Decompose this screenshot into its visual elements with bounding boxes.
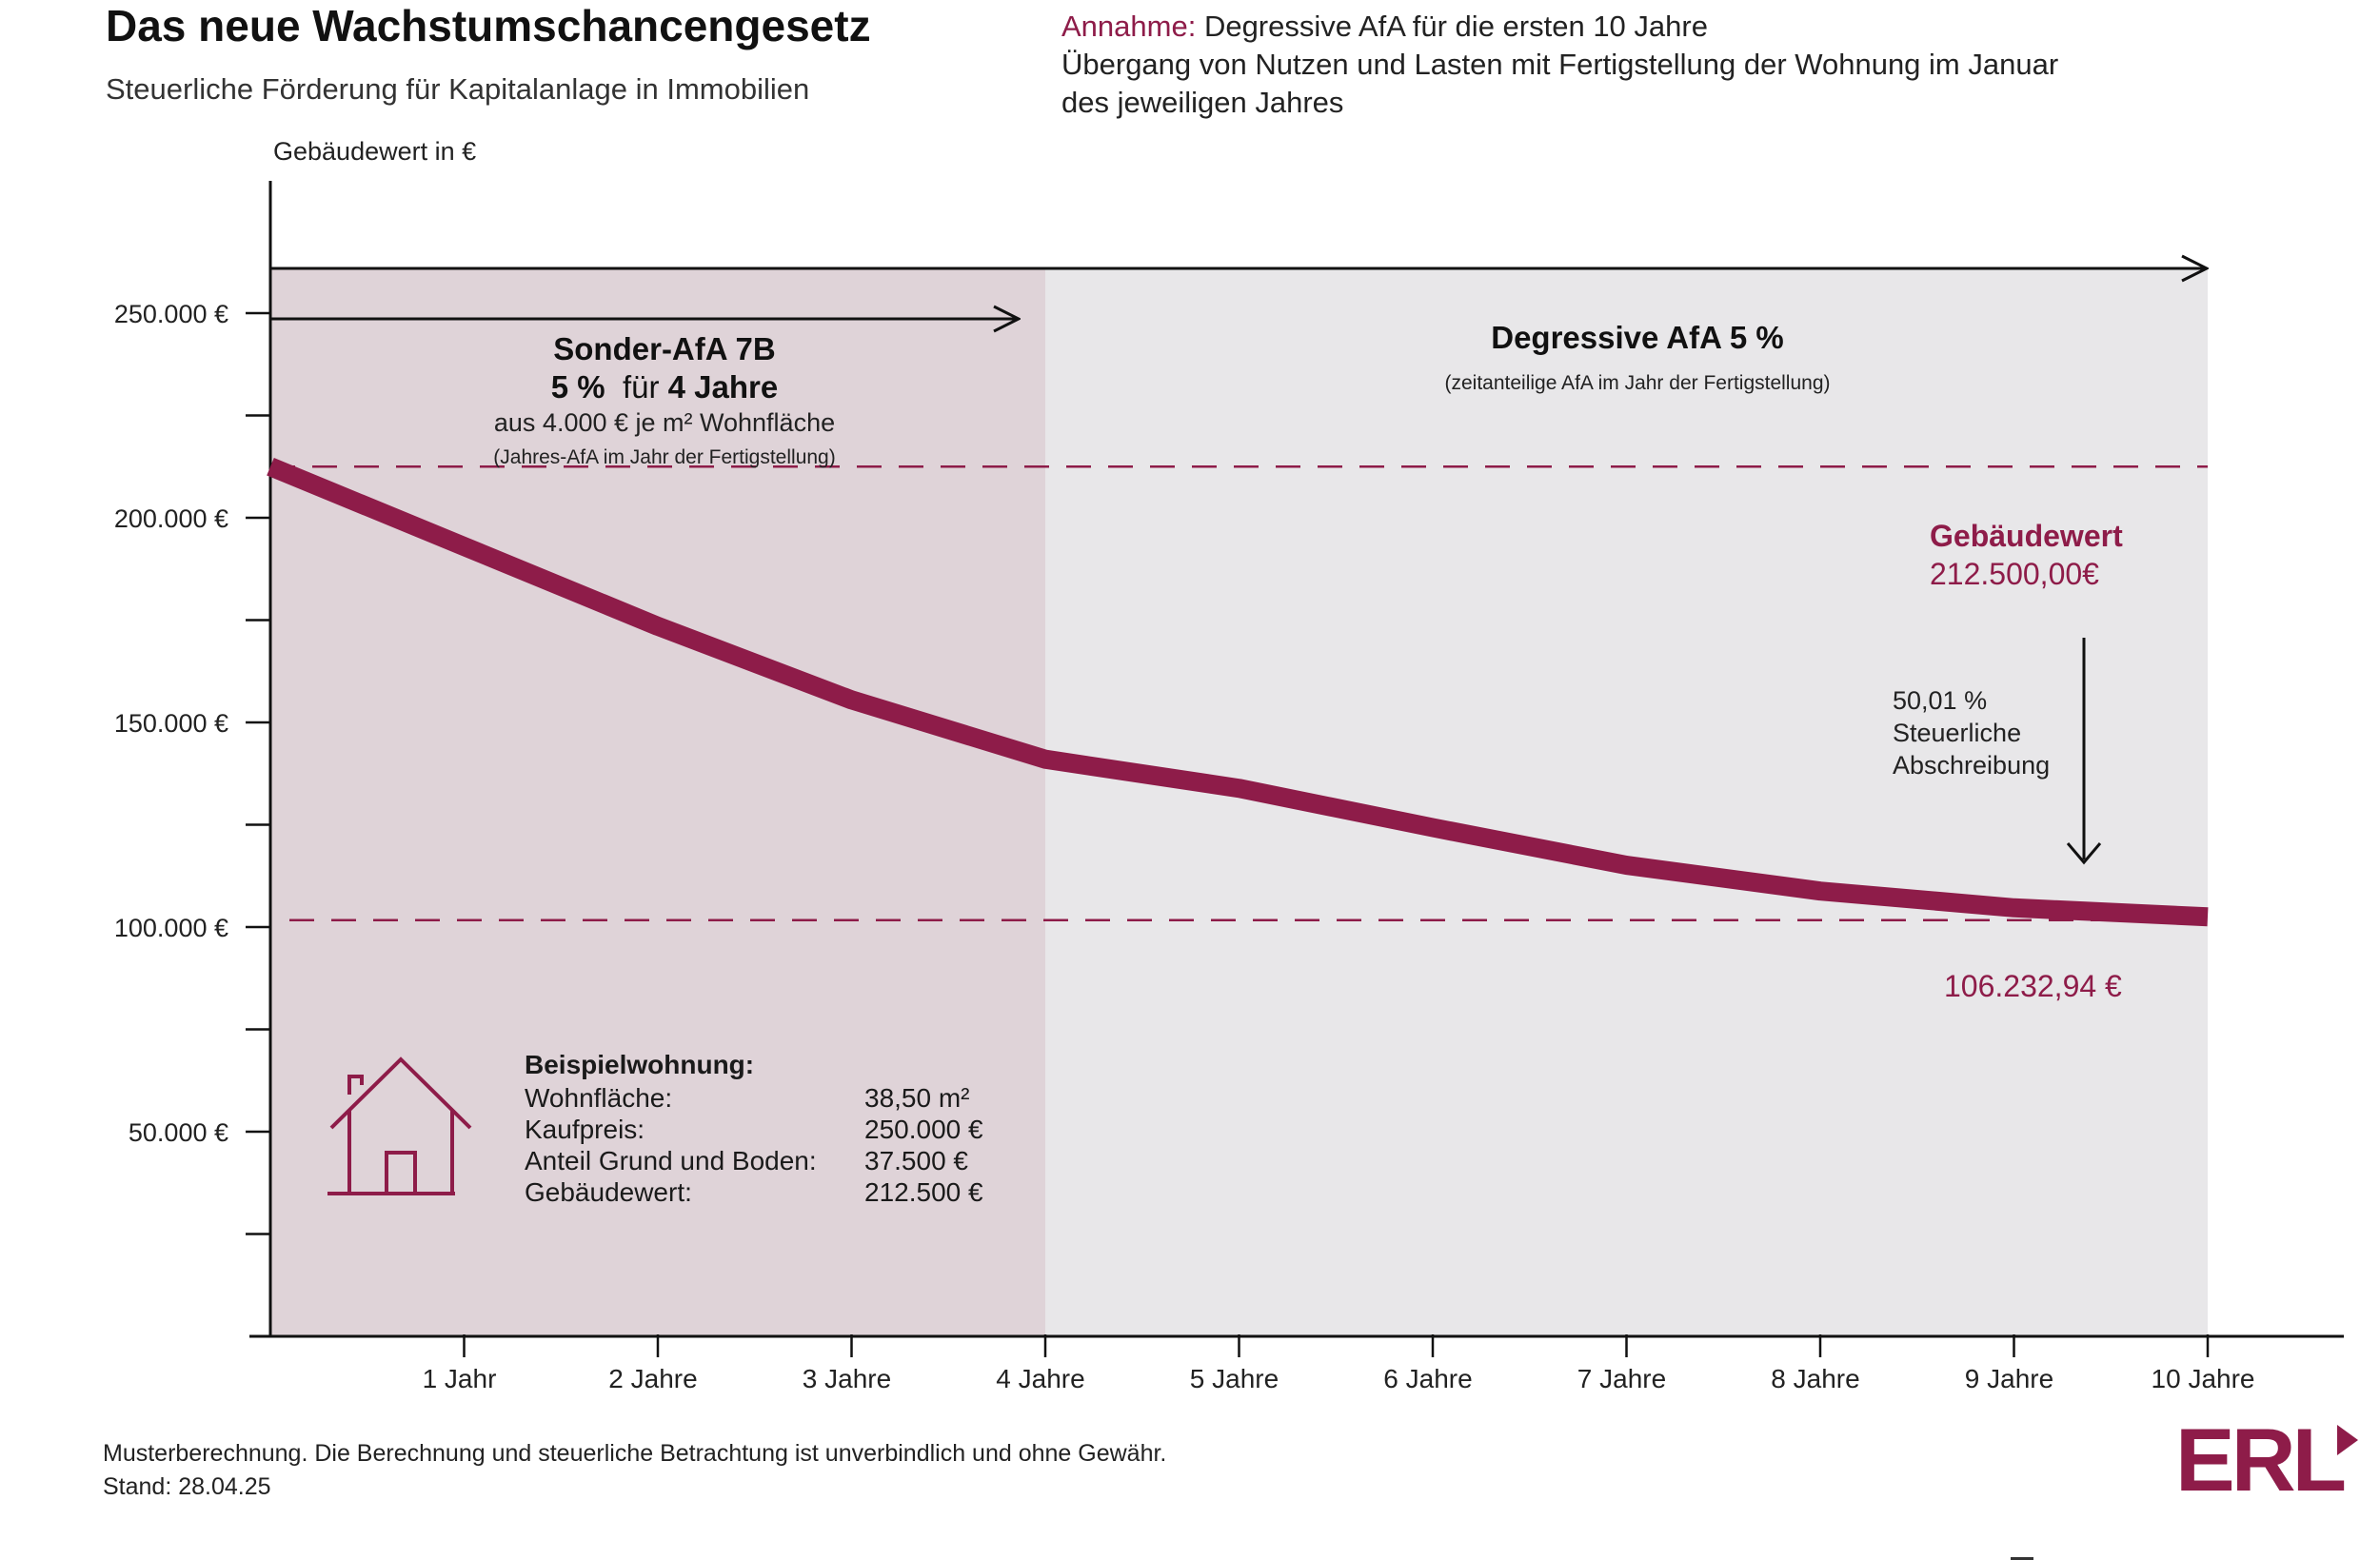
- depreciation-percent: 50,01 %: [1893, 686, 1987, 715]
- x-tick-label: 10 Jahre: [2152, 1364, 2255, 1393]
- example-row-value: 250.000 €: [864, 1115, 983, 1145]
- region-1-note: (Jahres-AfA im Jahr der Fertigstellung): [493, 446, 835, 468]
- footer-date: Stand: 28.04.25: [103, 1471, 1166, 1504]
- x-tick-label: 3 Jahre: [803, 1364, 891, 1393]
- example-title: Beispielwohnung:: [525, 1050, 754, 1080]
- depreciation-label-2: Abschreibung: [1893, 751, 2050, 780]
- footer: Musterberechnung. Die Berechnung und ste…: [103, 1437, 1166, 1504]
- region-1-basis: aus 4.000 € je m² Wohnfläche: [494, 408, 835, 437]
- y-tick-label: 50.000 €: [129, 1118, 228, 1147]
- x-tick-label: 4 Jahre: [996, 1364, 1084, 1393]
- example-row-value: 37.500 €: [864, 1146, 968, 1176]
- example-row-value: 38,50 m²: [864, 1083, 970, 1114]
- x-tick-label: 9 Jahre: [1965, 1364, 2053, 1393]
- example-row-value: 212.500 €: [864, 1177, 983, 1208]
- y-tick-label: 100.000 €: [114, 914, 228, 942]
- region-1-rate: 5 % für 4 Jahre: [551, 369, 779, 405]
- example-row-label: Wohnfläche:: [525, 1083, 672, 1114]
- start-value-label: Gebäudewert: [1930, 519, 2123, 553]
- region-2-note: (zeitanteilige AfA im Jahr der Fertigste…: [1444, 372, 1830, 394]
- region-1-rate-percent: 5 %: [551, 369, 605, 405]
- x-tick-label: 1 Jahr: [423, 1364, 497, 1393]
- x-tick-label: 8 Jahre: [1771, 1364, 1859, 1393]
- region-1-title: Sonder-AfA 7B: [553, 331, 775, 366]
- region-2-background: [1045, 268, 2208, 1336]
- logo-triangle-icon: [2337, 1425, 2358, 1455]
- x-tick-label: 6 Jahre: [1383, 1364, 1472, 1393]
- depreciation-label-1: Steuerliche: [1893, 719, 2021, 747]
- example-row-label: Anteil Grund und Boden:: [525, 1146, 817, 1176]
- region-1-rate-mid: für: [605, 369, 668, 405]
- x-tick-label: 7 Jahre: [1577, 1364, 1666, 1393]
- region-2-title: Degressive AfA 5 %: [1491, 320, 1784, 355]
- start-value: 212.500,00€: [1930, 557, 2099, 591]
- x-tick-label: 5 Jahre: [1190, 1364, 1279, 1393]
- brand-logo: ERL: [2175, 1409, 2343, 1511]
- x-tick-label: 2 Jahre: [608, 1364, 697, 1393]
- example-row-label: Kaufpreis:: [525, 1115, 645, 1145]
- region-1-rate-years: 4 Jahre: [668, 369, 779, 405]
- example-row-label: Gebäudewert:: [525, 1177, 692, 1208]
- end-value: 106.232,94 €: [1944, 969, 2122, 1003]
- y-tick-label: 150.000 €: [114, 709, 228, 738]
- y-tick-label: 250.000 €: [114, 300, 228, 328]
- footer-disclaimer: Musterberechnung. Die Berechnung und ste…: [103, 1437, 1166, 1471]
- y-tick-label: 200.000 €: [114, 504, 228, 533]
